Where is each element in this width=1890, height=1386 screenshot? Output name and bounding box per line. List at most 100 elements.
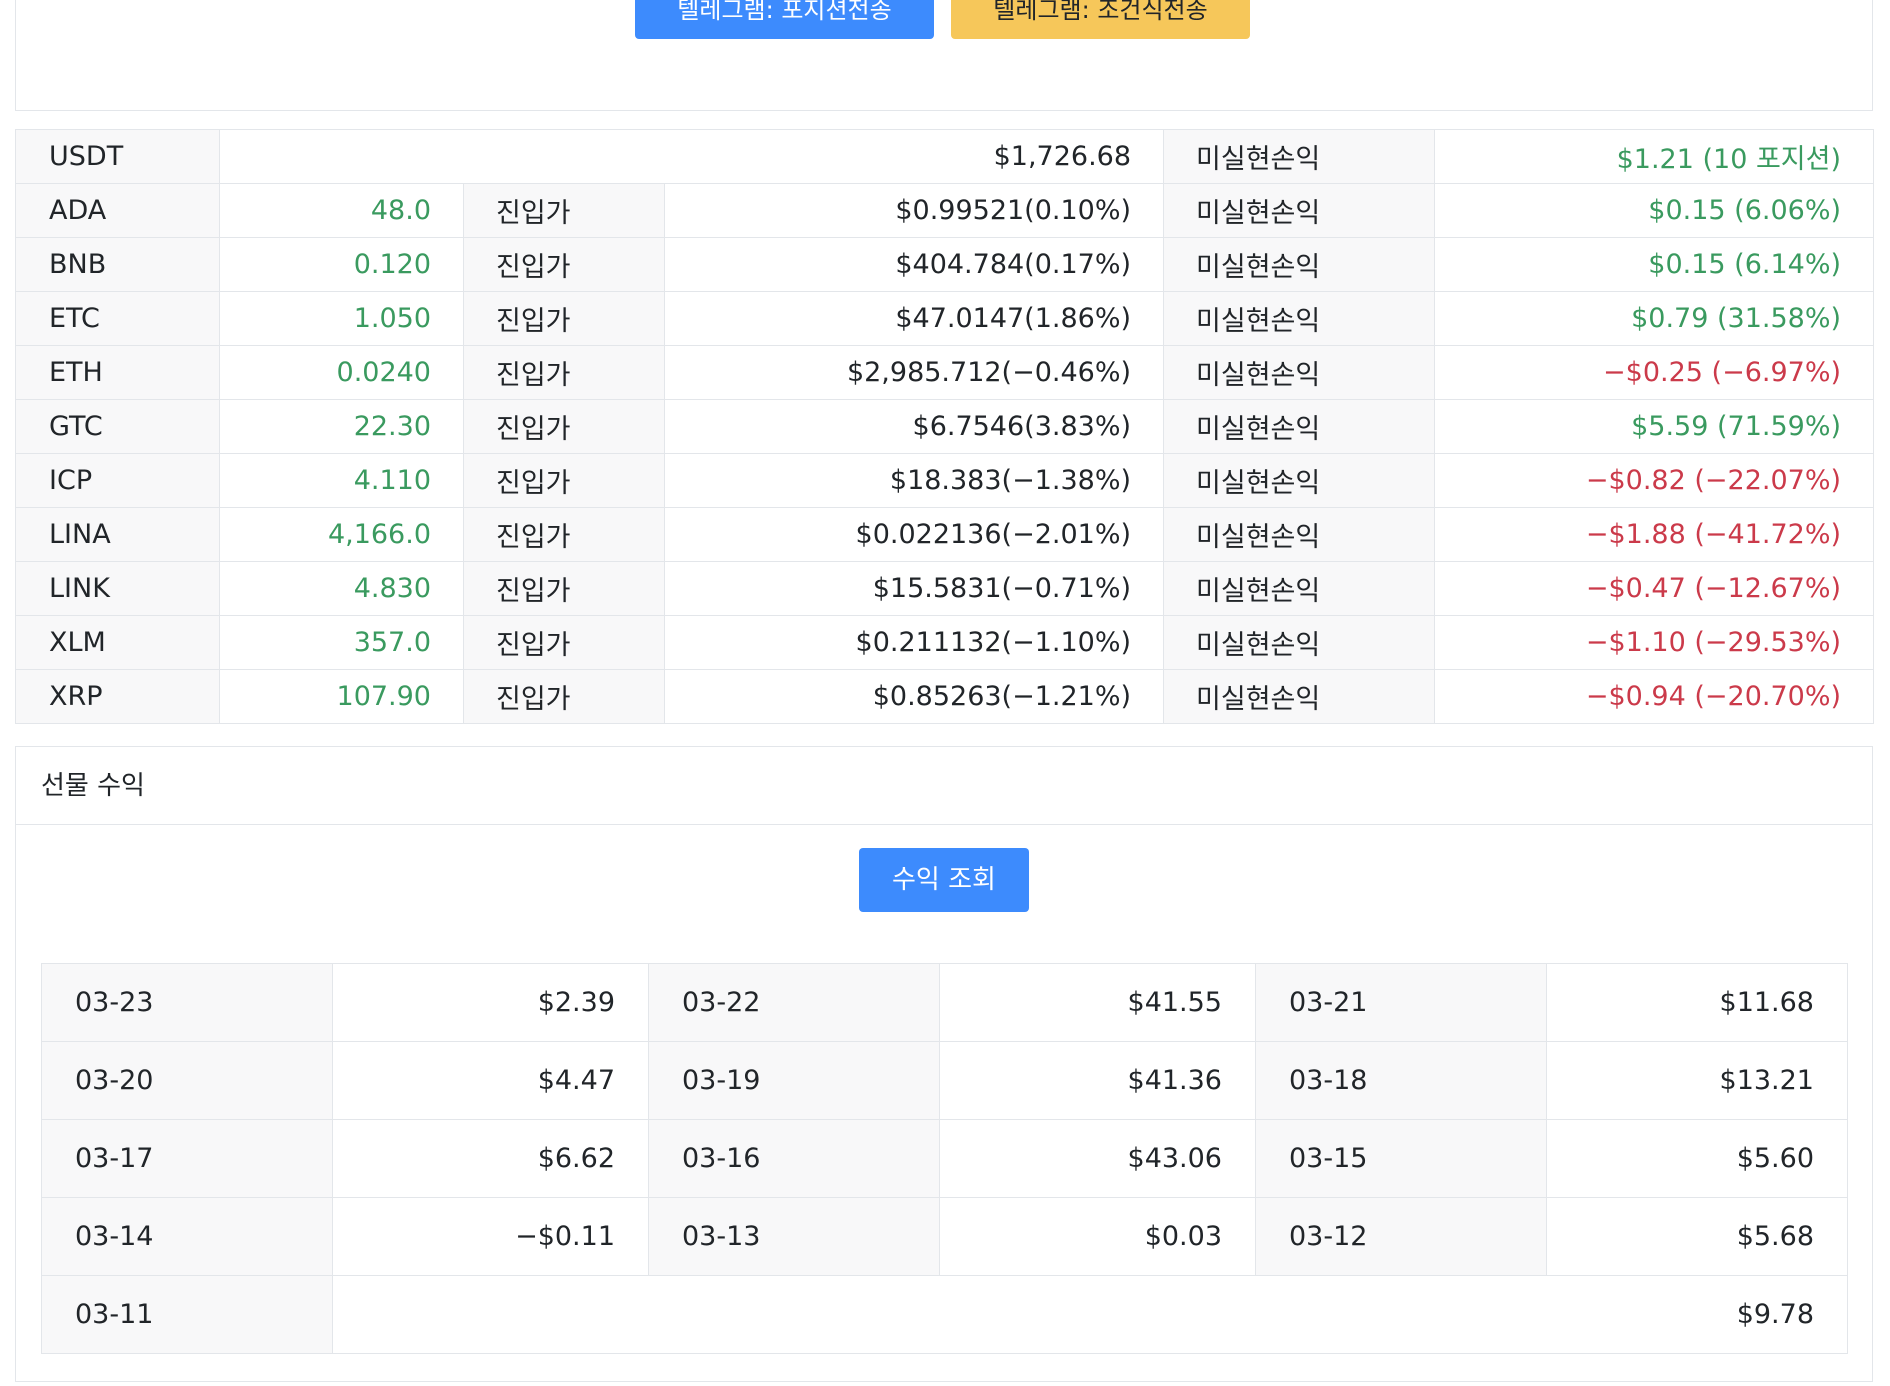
position-pnl: −$1.10 (−29.53%) bbox=[1434, 615, 1875, 670]
position-pnl: $0.79 (31.58%) bbox=[1434, 291, 1875, 346]
earnings-amount: −$0.11 bbox=[332, 1197, 649, 1276]
usdt-row: USDT $1,726.68 미실현손익 $1.21 (10 포지션) bbox=[15, 129, 1875, 184]
position-symbol: LINA bbox=[15, 507, 220, 562]
pnl-label: 미실현손익 bbox=[1163, 507, 1436, 562]
telegram-position-button[interactable]: 텔레그램: 포지션전송 bbox=[635, 0, 934, 39]
pnl-label: 미실현손익 bbox=[1163, 669, 1436, 724]
entry-price: $15.5831(−0.71%) bbox=[663, 561, 1165, 616]
pnl-label: 미실현손익 bbox=[1163, 453, 1436, 508]
position-pnl: $0.15 (6.14%) bbox=[1434, 237, 1875, 292]
position-qty: 107.90 bbox=[219, 669, 464, 724]
earnings-date: 03-13 bbox=[648, 1197, 940, 1276]
position-qty: 1.050 bbox=[219, 291, 464, 346]
earnings-amount: $13.21 bbox=[1546, 1041, 1848, 1120]
earnings-date: 03-21 bbox=[1255, 963, 1547, 1042]
telegram-condition-button[interactable]: 텔레그램: 조건식전송 bbox=[951, 0, 1250, 39]
pnl-label: 미실현손익 bbox=[1163, 237, 1436, 292]
position-qty: 357.0 bbox=[219, 615, 464, 670]
position-symbol: ETC bbox=[15, 291, 220, 346]
entry-price: $47.0147(1.86%) bbox=[663, 291, 1165, 346]
position-symbol: BNB bbox=[15, 237, 220, 292]
entry-price-label: 진입가 bbox=[463, 345, 665, 400]
earnings-query-button[interactable]: 수익 조회 bbox=[859, 848, 1029, 912]
position-pnl: $5.59 (71.59%) bbox=[1434, 399, 1875, 454]
usdt-symbol: USDT bbox=[15, 129, 220, 184]
position-pnl: $0.15 (6.06%) bbox=[1434, 183, 1875, 238]
earnings-amount: $41.55 bbox=[939, 963, 1256, 1042]
earnings-row: 03-20 $4.47 03-19 $41.36 03-18 $13.21 bbox=[41, 1041, 1848, 1120]
position-pnl: −$0.94 (−20.70%) bbox=[1434, 669, 1875, 724]
entry-price-label: 진입가 bbox=[463, 291, 665, 346]
entry-price-label: 진입가 bbox=[463, 615, 665, 670]
telegram-card: 텔레그램: 포지션전송 텔레그램: 조건식전송 bbox=[15, 0, 1873, 111]
earnings-row: 03-23 $2.39 03-22 $41.55 03-21 $11.68 bbox=[41, 963, 1848, 1042]
pnl-label: 미실현손익 bbox=[1163, 291, 1436, 346]
position-row: ETC 1.050 진입가 $47.0147(1.86%) 미실현손익 $0.79 (31… bbox=[15, 291, 1875, 346]
earnings-date: 03-12 bbox=[1255, 1197, 1547, 1276]
usdt-pnl: $1.21 (10 포지션) bbox=[1434, 129, 1875, 184]
earnings-amount: $5.60 bbox=[1546, 1119, 1848, 1198]
earnings-amount: $0.03 bbox=[939, 1197, 1256, 1276]
entry-price: $0.99521(0.10%) bbox=[663, 183, 1165, 238]
earnings-amount: $9.78 bbox=[332, 1275, 1848, 1354]
position-symbol: ICP bbox=[15, 453, 220, 508]
pnl-label: 미실현손익 bbox=[1163, 561, 1436, 616]
earnings-amount: $41.36 bbox=[939, 1041, 1256, 1120]
pnl-label: 미실현손익 bbox=[1163, 345, 1436, 400]
position-pnl: −$0.47 (−12.67%) bbox=[1434, 561, 1875, 616]
earnings-amount: $4.47 bbox=[332, 1041, 649, 1120]
earnings-amount: $5.68 bbox=[1546, 1197, 1848, 1276]
entry-price: $18.383(−1.38%) bbox=[663, 453, 1165, 508]
entry-price: $0.022136(−2.01%) bbox=[663, 507, 1165, 562]
position-row: BNB 0.120 진입가 $404.784(0.17%) 미실현손익 $0.15 (6.… bbox=[15, 237, 1875, 292]
position-row: ICP 4.110 진입가 $18.383(−1.38%) 미실현손익 −$0.82 (−… bbox=[15, 453, 1875, 508]
earnings-amount: $11.68 bbox=[1546, 963, 1848, 1042]
earnings-card: 선물 수익 수익 조회 03-23 $2.39 03-22 $41.55 03-21 $1… bbox=[15, 746, 1873, 1382]
usdt-pnl-label: 미실현손익 bbox=[1163, 129, 1436, 184]
earnings-date: 03-15 bbox=[1255, 1119, 1547, 1198]
earnings-header: 선물 수익 bbox=[16, 747, 1872, 825]
position-symbol: LINK bbox=[15, 561, 220, 616]
position-symbol: ETH bbox=[15, 345, 220, 400]
position-pnl: −$1.88 (−41.72%) bbox=[1434, 507, 1875, 562]
earnings-date: 03-17 bbox=[41, 1119, 333, 1198]
earnings-date: 03-20 bbox=[41, 1041, 333, 1120]
entry-price-label: 진입가 bbox=[463, 669, 665, 724]
earnings-table: 03-23 $2.39 03-22 $41.55 03-21 $11.68 03-20 $4.… bbox=[41, 963, 1848, 1354]
position-qty: 4.110 bbox=[219, 453, 464, 508]
positions-table: USDT $1,726.68 미실현손익 $1.21 (10 포지션) ADA 4… bbox=[15, 129, 1875, 724]
entry-price-label: 진입가 bbox=[463, 453, 665, 508]
earnings-date: 03-19 bbox=[648, 1041, 940, 1120]
entry-price-label: 진입가 bbox=[463, 399, 665, 454]
position-symbol: ADA bbox=[15, 183, 220, 238]
position-row: LINK 4.830 진입가 $15.5831(−0.71%) 미실현손익 −$0.47 … bbox=[15, 561, 1875, 616]
position-row: LINA 4,166.0 진입가 $0.022136(−2.01%) 미실현손익 −$1.… bbox=[15, 507, 1875, 562]
position-pnl: −$0.82 (−22.07%) bbox=[1434, 453, 1875, 508]
position-symbol: XRP bbox=[15, 669, 220, 724]
entry-price-label: 진입가 bbox=[463, 561, 665, 616]
earnings-amount: $2.39 bbox=[332, 963, 649, 1042]
pnl-label: 미실현손익 bbox=[1163, 615, 1436, 670]
earnings-date: 03-14 bbox=[41, 1197, 333, 1276]
entry-price-label: 진입가 bbox=[463, 237, 665, 292]
pnl-label: 미실현손익 bbox=[1163, 183, 1436, 238]
position-qty: 48.0 bbox=[219, 183, 464, 238]
earnings-row: 03-17 $6.62 03-16 $43.06 03-15 $5.60 bbox=[41, 1119, 1848, 1198]
position-symbol: GTC bbox=[15, 399, 220, 454]
entry-price: $0.85263(−1.21%) bbox=[663, 669, 1165, 724]
position-qty: 0.0240 bbox=[219, 345, 464, 400]
position-symbol: XLM bbox=[15, 615, 220, 670]
earnings-date: 03-23 bbox=[41, 963, 333, 1042]
earnings-row: 03-11 $9.78 bbox=[41, 1275, 1848, 1354]
entry-price: $0.211132(−1.10%) bbox=[663, 615, 1165, 670]
earnings-amount: $6.62 bbox=[332, 1119, 649, 1198]
entry-price-label: 진입가 bbox=[463, 507, 665, 562]
entry-price: $6.7546(3.83%) bbox=[663, 399, 1165, 454]
earnings-row: 03-14 −$0.11 03-13 $0.03 03-12 $5.68 bbox=[41, 1197, 1848, 1276]
earnings-date: 03-11 bbox=[41, 1275, 333, 1354]
position-row: GTC 22.30 진입가 $6.7546(3.83%) 미실현손익 $5.59 (71.… bbox=[15, 399, 1875, 454]
position-qty: 4.830 bbox=[219, 561, 464, 616]
earnings-date: 03-22 bbox=[648, 963, 940, 1042]
position-row: XLM 357.0 진입가 $0.211132(−1.10%) 미실현손익 −$1.10 … bbox=[15, 615, 1875, 670]
usdt-balance: $1,726.68 bbox=[218, 129, 1165, 184]
